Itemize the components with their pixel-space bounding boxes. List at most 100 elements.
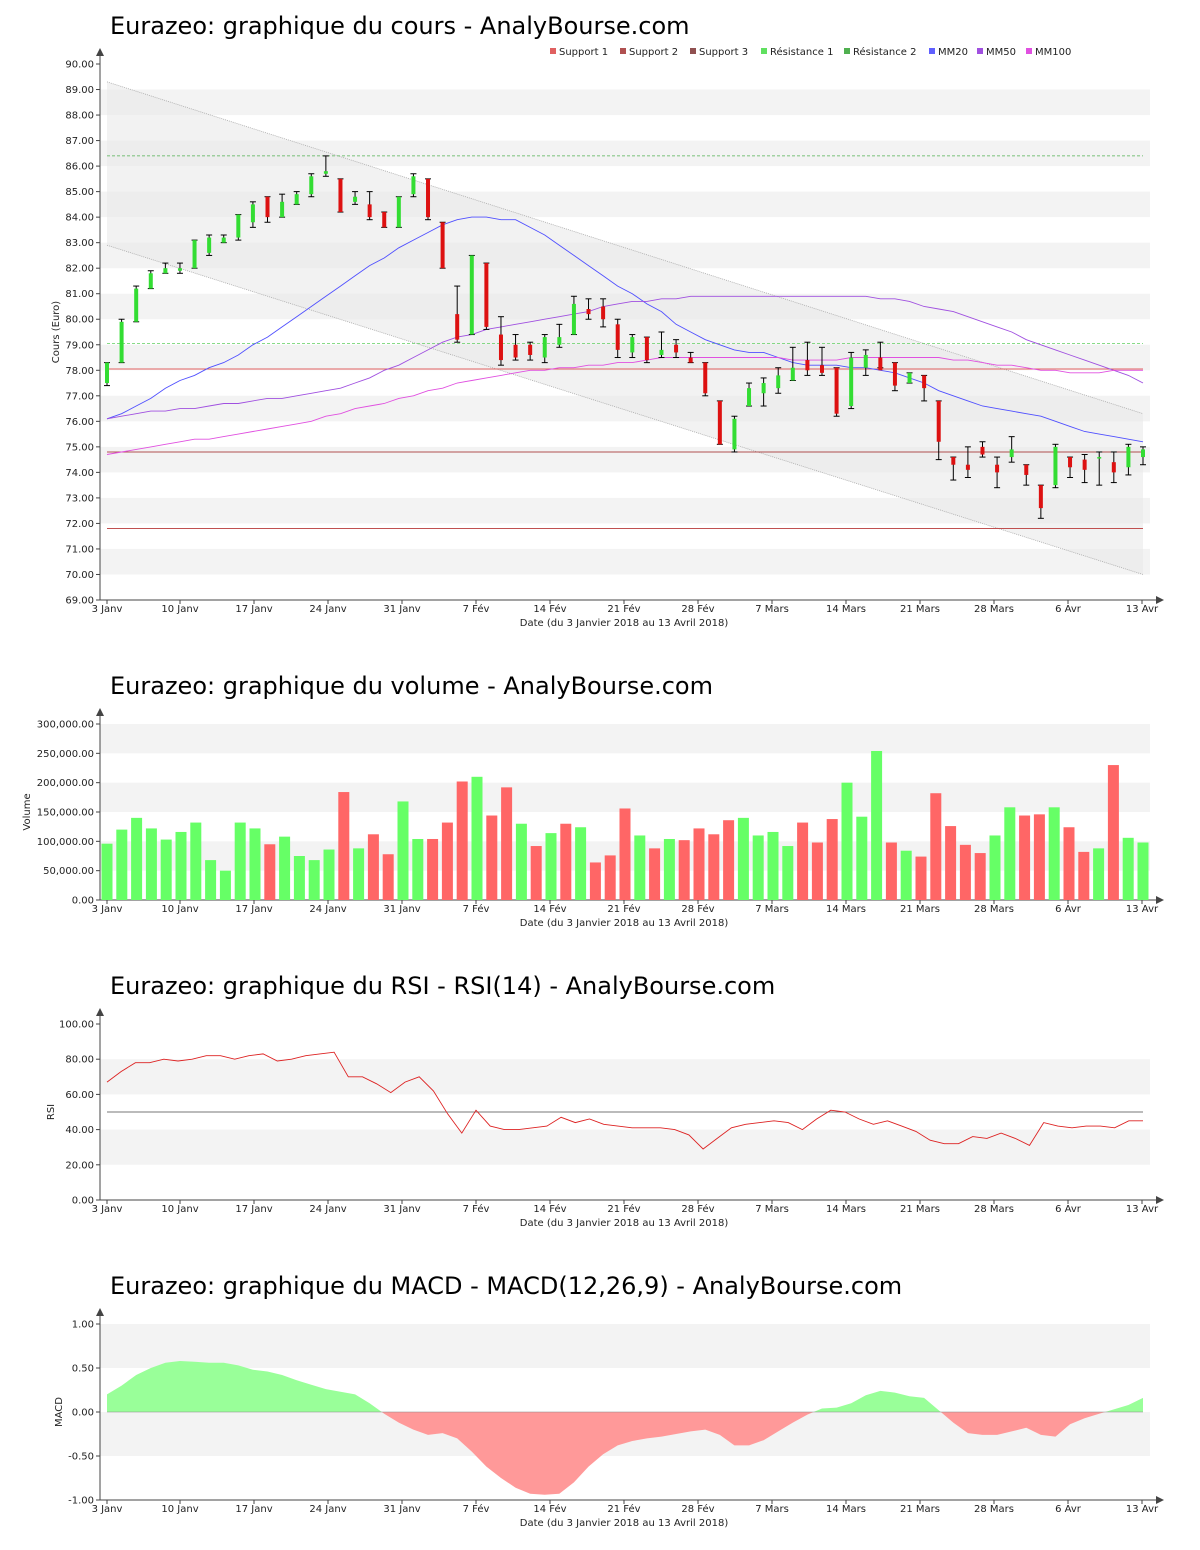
macd-band: [100, 1324, 1150, 1368]
price-y-tick-label: 90.00: [65, 60, 94, 71]
mm20-line: [106, 216, 1144, 443]
candle: [818, 346, 825, 376]
macd-y-axis-arrow: [96, 1308, 104, 1316]
price-y-tick-label: 80.00: [65, 315, 94, 326]
rsi-y-axis-arrow: [96, 1008, 104, 1016]
volume-bar: [308, 860, 320, 900]
volume-band: [100, 782, 1150, 812]
price-band: [100, 89, 1150, 116]
candle-body: [688, 357, 693, 363]
candle-body: [1009, 449, 1014, 458]
candle: [512, 334, 519, 361]
volume-chart: Eurazeo: graphique du volume - AnalyBour…: [22, 672, 1164, 929]
candle: [673, 339, 680, 359]
legend-label: Support 2: [629, 47, 678, 58]
volume-y-axis-arrow: [96, 708, 104, 716]
candle-body: [747, 388, 752, 407]
candle-body: [221, 237, 226, 243]
volume-x-tick-label: 3 Janv: [92, 904, 123, 915]
volume-bar: [382, 854, 394, 900]
volume-bar: [116, 829, 128, 900]
candle-body: [863, 354, 868, 368]
rsi-band: [100, 1059, 1150, 1095]
price-y-tick-label: 84.00: [65, 213, 94, 224]
candle-body: [849, 357, 854, 407]
price-x-tick-label: 17 Janv: [235, 604, 272, 615]
macd-x-tick-label: 3 Janv: [92, 1504, 123, 1515]
candle: [1140, 446, 1146, 466]
candle-body: [542, 337, 547, 358]
candle-body: [892, 362, 897, 386]
candle-body: [1068, 457, 1073, 468]
volume-x-tick-label: 7 Mars: [755, 904, 789, 915]
price-x-tick-label: 6 Avr: [1055, 604, 1082, 615]
candle: [702, 362, 709, 397]
candle: [1052, 443, 1059, 489]
volume-bar: [900, 850, 912, 900]
price-x-tick-label: 14 Mars: [826, 604, 866, 615]
volume-x-tick-label: 6 Avr: [1055, 904, 1082, 915]
candle-body: [177, 268, 182, 271]
candle: [381, 211, 388, 228]
candle: [104, 362, 110, 387]
volume-bar: [190, 822, 202, 900]
candle: [804, 341, 811, 376]
price-y-tick-label: 76.00: [65, 417, 94, 428]
candle-body: [455, 314, 460, 340]
volume-bar: [471, 776, 483, 900]
volume-y-tick-label: 150,000.00: [37, 808, 94, 819]
volume-x-tick-label: 28 Mars: [974, 904, 1014, 915]
rsi-x-tick-label: 17 Janv: [235, 1204, 272, 1215]
price-y-tick-label: 69.00: [65, 596, 94, 607]
mm50-line: [106, 295, 1144, 420]
candle: [891, 362, 898, 392]
rsi-x-tick-label: 21 Fév: [607, 1203, 640, 1215]
candle: [337, 178, 344, 213]
volume-bar: [486, 815, 498, 900]
candle-body: [761, 383, 766, 394]
candle-body: [1082, 459, 1087, 470]
volume-bar: [338, 792, 350, 900]
candle: [425, 178, 432, 221]
price-y-axis-label: Cours (Euro): [51, 301, 62, 364]
candle-body: [250, 204, 255, 223]
volume-bar: [945, 826, 957, 900]
volume-bar: [575, 827, 587, 900]
rsi-y-tick-label: 60.00: [65, 1090, 94, 1101]
rsi-x-tick-label: 13 Avr: [1126, 1204, 1159, 1215]
candle: [133, 285, 140, 323]
candle-body: [105, 362, 109, 384]
volume-bar: [530, 846, 542, 900]
rsi-x-axis-arrow: [1156, 1196, 1164, 1204]
candle: [147, 270, 154, 290]
candle: [1008, 436, 1015, 463]
volume-bar: [871, 750, 883, 900]
volume-x-tick-label: 14 Mars: [826, 904, 866, 915]
rsi-y-tick-label: 100.00: [59, 1020, 94, 1031]
volume-x-tick-label: 28 Fév: [681, 903, 714, 915]
price-channel-upper: [106, 81, 1144, 415]
candle-body: [207, 237, 212, 253]
volume-bar: [264, 844, 276, 900]
price-x-tick-label: 24 Janv: [309, 604, 346, 615]
price-y-tick-label: 71.00: [65, 544, 94, 555]
macd-y-tick-label: 1.00: [72, 1320, 94, 1331]
candle: [862, 349, 869, 376]
legend-label: MM20: [938, 47, 968, 58]
macd-x-tick-label: 24 Janv: [309, 1504, 346, 1515]
candle-body: [148, 273, 153, 289]
candle: [220, 234, 227, 244]
price-y-tick-label: 87.00: [65, 136, 94, 147]
macd-negative-area: [940, 1412, 1106, 1437]
macd-y-tick-label: -0.50: [68, 1452, 94, 1463]
candle-body: [776, 375, 781, 389]
candle-body: [601, 306, 606, 320]
legend-label: Résistance 2: [853, 46, 916, 58]
volume-bar: [678, 840, 690, 900]
volume-bar: [619, 808, 631, 900]
price-y-axis-arrow: [96, 48, 104, 56]
candle-body: [309, 176, 314, 195]
candle-body: [571, 303, 576, 335]
volume-bar: [205, 860, 217, 900]
candle-body: [936, 400, 941, 442]
